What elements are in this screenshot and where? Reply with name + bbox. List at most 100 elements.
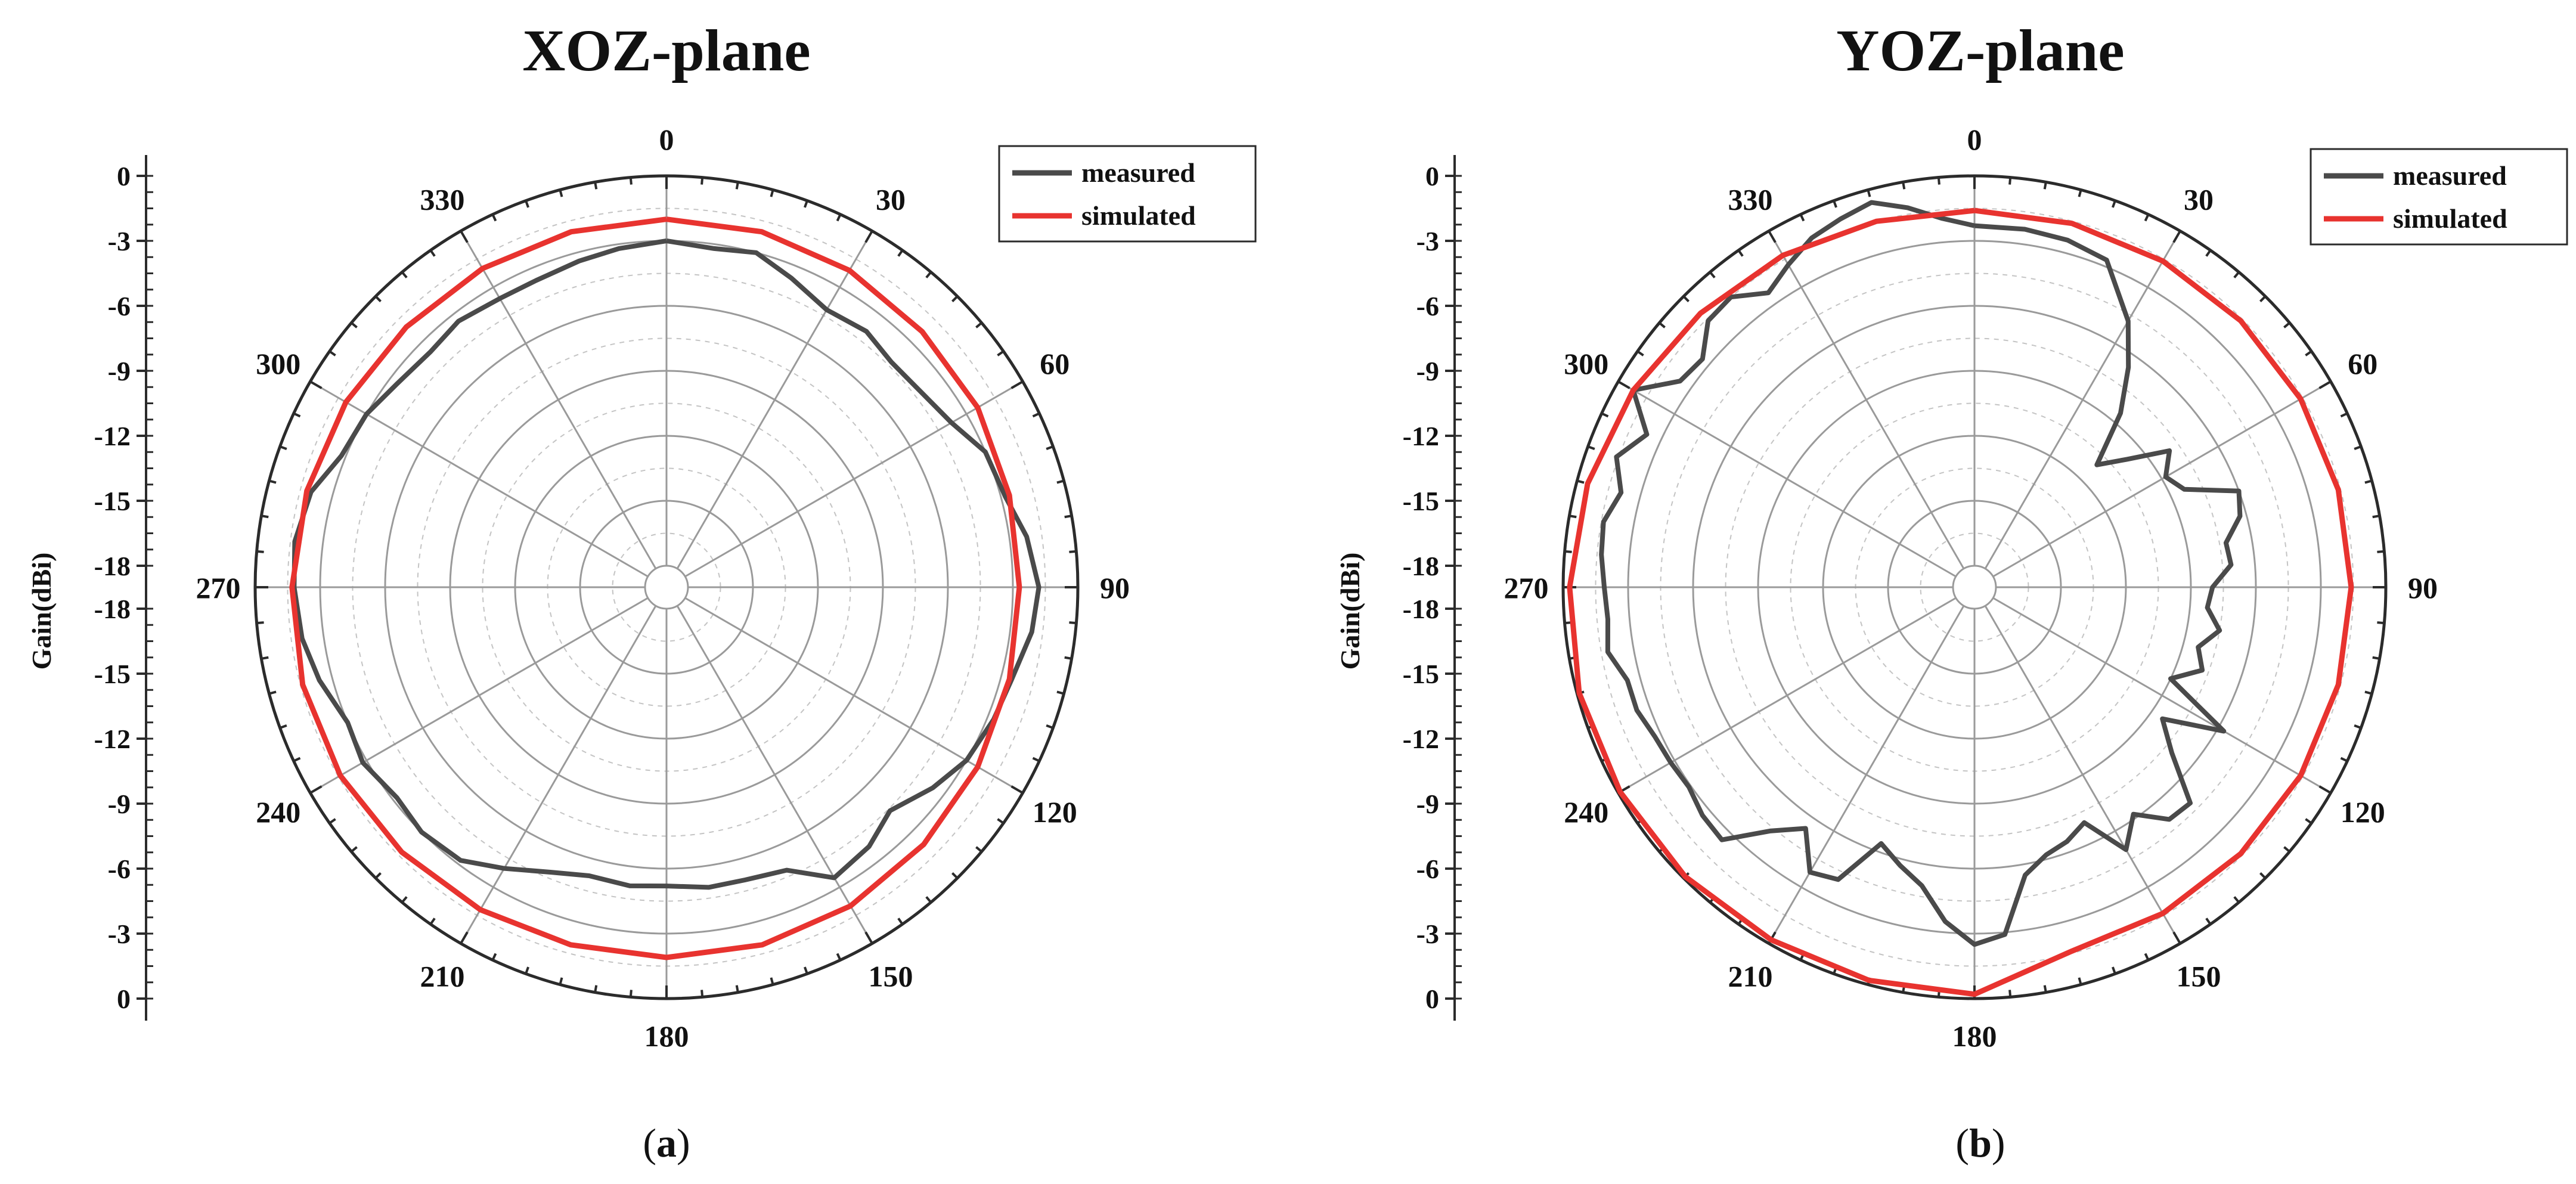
series-line-measured bbox=[1599, 200, 2243, 947]
grid-spoke bbox=[676, 230, 873, 569]
angle-label: 210 bbox=[420, 959, 465, 993]
angle-tick bbox=[804, 200, 808, 208]
scale-tick-label: -15 bbox=[94, 659, 131, 689]
angle-tick bbox=[1867, 189, 1871, 197]
angle-label: 150 bbox=[2177, 959, 2221, 993]
scale-tick-label: -15 bbox=[1403, 486, 1439, 516]
angle-tick bbox=[897, 918, 904, 925]
angle-tick bbox=[2112, 200, 2116, 208]
angle-tick bbox=[401, 896, 408, 903]
legend-box bbox=[2310, 148, 2568, 246]
legend: measured simulated bbox=[998, 145, 1257, 243]
angle-label: 30 bbox=[876, 183, 906, 216]
angle-tick bbox=[836, 213, 842, 222]
chart-title: YOZ-plane bbox=[1836, 17, 2124, 83]
angle-tick bbox=[2078, 189, 2082, 197]
scale-tick-label: -6 bbox=[1416, 291, 1439, 321]
angle-tick bbox=[429, 918, 436, 925]
angle-tick bbox=[525, 200, 529, 208]
angle-tick bbox=[2283, 321, 2290, 328]
angle-tick bbox=[1010, 785, 1024, 794]
angle-tick bbox=[735, 182, 739, 190]
angle-tick bbox=[2340, 412, 2348, 418]
grid-spoke bbox=[1984, 605, 2181, 944]
angle-tick bbox=[309, 785, 323, 794]
angle-tick bbox=[2043, 182, 2047, 190]
angle-tick bbox=[997, 350, 1005, 357]
angle-tick bbox=[1601, 412, 1609, 418]
scale-tick-label: -6 bbox=[1416, 854, 1439, 884]
angle-label: 300 bbox=[1564, 347, 1608, 380]
legend-label-measured: measured bbox=[1081, 157, 1195, 188]
grid-spoke bbox=[1992, 597, 2332, 794]
angle-tick bbox=[1659, 321, 1666, 328]
legend-label-measured: measured bbox=[2393, 160, 2507, 191]
angle-tick bbox=[594, 985, 598, 993]
grid-spoke bbox=[1768, 605, 1965, 944]
angle-tick bbox=[261, 514, 269, 519]
angle-tick bbox=[2354, 445, 2362, 450]
angle-tick bbox=[559, 189, 563, 197]
angle-label: 60 bbox=[1040, 347, 1070, 380]
angle-tick bbox=[2172, 931, 2181, 944]
angle-tick bbox=[2043, 985, 2047, 993]
angle-tick bbox=[925, 896, 932, 903]
angle-tick bbox=[1032, 757, 1040, 763]
series-line-simulated bbox=[289, 216, 1022, 960]
scale-tick-label: -18 bbox=[1403, 594, 1439, 624]
scale-tick-label: -3 bbox=[108, 919, 131, 949]
angle-tick bbox=[2372, 656, 2380, 660]
angle-tick bbox=[1576, 479, 1585, 484]
angle-label: 60 bbox=[2348, 347, 2377, 380]
scale-tick-label: 0 bbox=[1425, 984, 1439, 1014]
polar-plot-area: 0 30 60 90 120 150 180 210 240 270 300 330 bbox=[196, 123, 1130, 1053]
scale-tick-label: -12 bbox=[94, 421, 131, 451]
angle-tick bbox=[925, 271, 932, 278]
angle-tick bbox=[2112, 966, 2116, 975]
legend-box bbox=[998, 145, 1257, 243]
angle-tick bbox=[864, 931, 873, 944]
grid-spoke bbox=[676, 605, 873, 944]
angle-tick bbox=[1682, 295, 1690, 302]
angle-tick bbox=[2233, 896, 2240, 903]
angle-tick bbox=[559, 977, 563, 985]
angle-label: 90 bbox=[1100, 571, 1130, 605]
angle-tick bbox=[1737, 249, 1744, 257]
angle-tick bbox=[2172, 230, 2181, 243]
angle-tick bbox=[2205, 918, 2212, 925]
angle-label: 120 bbox=[2341, 795, 2385, 829]
angle-tick bbox=[1564, 550, 1572, 553]
angle-tick bbox=[2318, 785, 2332, 794]
angle-tick bbox=[1010, 380, 1024, 389]
grid-ring bbox=[1952, 565, 1997, 610]
scale-tick-label: -15 bbox=[1403, 659, 1439, 689]
y-axis-label: Gain(dBi) bbox=[1335, 553, 1365, 670]
grid-spoke bbox=[1984, 230, 2181, 569]
angle-tick bbox=[1064, 514, 1072, 519]
angle-tick bbox=[770, 977, 774, 985]
angle-tick bbox=[975, 846, 982, 853]
angle-tick bbox=[1902, 182, 1906, 190]
grid-spoke bbox=[684, 597, 1024, 794]
scale-tick-label: -12 bbox=[1403, 724, 1439, 754]
scale-tick-label: 0 bbox=[1425, 161, 1439, 191]
panel-a: XOZ-plane 0 -3 -6 -9 -12 -15 -18 -18 -15 -12 -9 -6 -… bbox=[26, 17, 1257, 1166]
grid-spoke bbox=[1617, 597, 1957, 794]
grid-spoke bbox=[684, 380, 1024, 578]
legend: measured simulated bbox=[2310, 148, 2568, 246]
scale-tick-label: -12 bbox=[1403, 421, 1439, 451]
angle-label: 120 bbox=[1033, 795, 1077, 829]
angle-tick bbox=[374, 872, 382, 879]
angle-tick bbox=[2354, 724, 2362, 729]
angle-tick bbox=[2305, 350, 2312, 357]
scale-tick-label: -18 bbox=[94, 551, 131, 581]
angle-tick bbox=[1768, 230, 1777, 243]
angle-label: 180 bbox=[644, 1019, 689, 1053]
angle-tick bbox=[429, 249, 436, 257]
scale-tick-label: -9 bbox=[1416, 789, 1439, 819]
scale-tick-label: -12 bbox=[94, 724, 131, 754]
scale-tick-label: -9 bbox=[108, 789, 131, 819]
angle-tick bbox=[2377, 550, 2385, 553]
angle-tick bbox=[804, 966, 808, 975]
